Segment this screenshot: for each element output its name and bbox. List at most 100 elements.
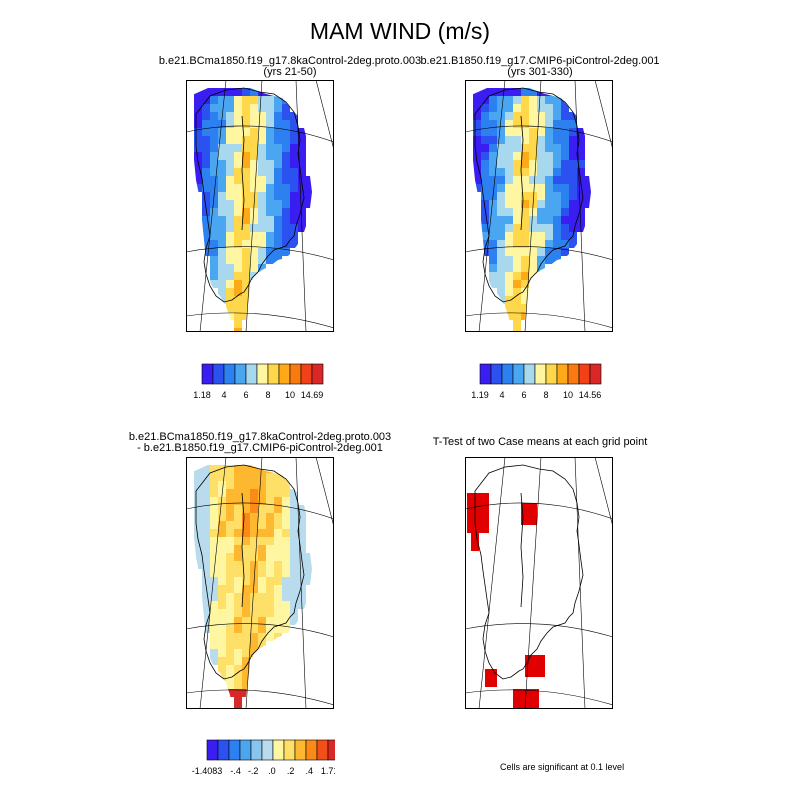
grid-cell [218,545,226,553]
grid-cell [234,513,242,521]
grid-cell [226,248,234,256]
significant-cell [525,655,545,677]
grid-cell [298,144,306,152]
grid-cell [226,521,234,529]
grid-cell [290,505,298,513]
grid-cell [505,280,513,288]
grid-cell [290,224,298,232]
grid-cell [242,216,250,224]
grid-cell [561,136,569,144]
grid-cell [306,176,312,184]
grid-cell [497,288,505,296]
grid-cell [242,513,250,521]
grid-cell [306,561,312,569]
graticule-line-5 [295,80,307,332]
grid-cell [226,144,234,152]
grid-cell [529,232,537,240]
grid-cell [234,176,242,184]
colorbar-swatch [261,739,274,761]
grid-cell [298,569,306,577]
grid-cell [234,657,242,665]
grid-cell [290,208,298,216]
grid-cell [218,88,226,96]
grid-cell [545,184,553,192]
grid-cell [218,585,226,593]
grid-cell [481,184,489,192]
grid-cell [202,184,210,192]
grid-cell [290,112,298,120]
greenland-coastline [474,87,584,303]
grid-cell [258,152,266,160]
grid-cell [266,569,274,577]
grid-cell [505,104,513,112]
grid-cell [258,521,266,529]
colorbar-swatch [283,739,296,761]
grid-cell [577,200,585,208]
grid-cell [282,521,290,529]
grid-cell [258,128,266,136]
grid-cell [585,176,591,184]
grid-cell [226,601,234,609]
grid-cell [202,577,210,585]
grid-cell [234,288,242,296]
grid-cell [282,208,290,216]
grid-cell [210,88,218,96]
grid-cell [250,264,258,272]
grid-cell [577,168,585,176]
grid-cell [218,649,226,657]
grid-cell [561,184,569,192]
grid-cell [210,96,218,104]
grid-cell [569,128,577,136]
grid-cell [537,176,545,184]
grid-cell [274,112,282,120]
grid-cell [234,497,242,505]
grid-cell [497,264,505,272]
grid-cell [234,224,242,232]
grid-cell [290,160,298,168]
grid-cell [202,112,210,120]
grid-cell [585,192,591,200]
greenland-coastline [474,464,584,680]
grid-cell [497,104,505,112]
grid-cell [250,104,258,112]
coastline-inner [520,492,524,608]
grid-cell [505,248,513,256]
grid-cell [497,152,505,160]
graticule-line-3 [245,80,263,332]
grid-cell [553,112,561,120]
grid-cell [513,224,521,232]
colorbar-swatch [289,363,302,385]
grid-cell [218,144,226,152]
grid-cell [250,569,258,577]
grid-cell [258,505,266,513]
grid-cell [521,88,529,96]
grid-cell [274,473,282,481]
grid-cell [537,112,545,120]
grid-cell [258,144,266,152]
colorbar-swatch [294,739,307,761]
grid-cell [266,248,274,256]
grid-cell [481,160,489,168]
grid-cell [489,152,497,160]
graticule-line-6 [315,80,334,151]
grid-cell [210,513,218,521]
grid-cell [529,88,537,96]
grid-cell [258,625,266,633]
grid-cell [521,176,529,184]
grid-cell [521,288,529,296]
grid-cell [529,136,537,144]
grid-cell [250,160,258,168]
colorbar-swatch [201,363,214,385]
grid-cell [489,280,497,288]
grid-cell [226,689,234,697]
grid-cell [282,248,290,256]
grid-cell [473,168,481,176]
grid-cell [537,128,545,136]
grid-cell [553,104,561,112]
grid-cell [234,328,242,332]
grid-cell [569,160,577,168]
grid-cell [306,192,312,200]
grid-cell [274,200,282,208]
grid-cell [218,216,226,224]
grid-cell [298,513,306,521]
